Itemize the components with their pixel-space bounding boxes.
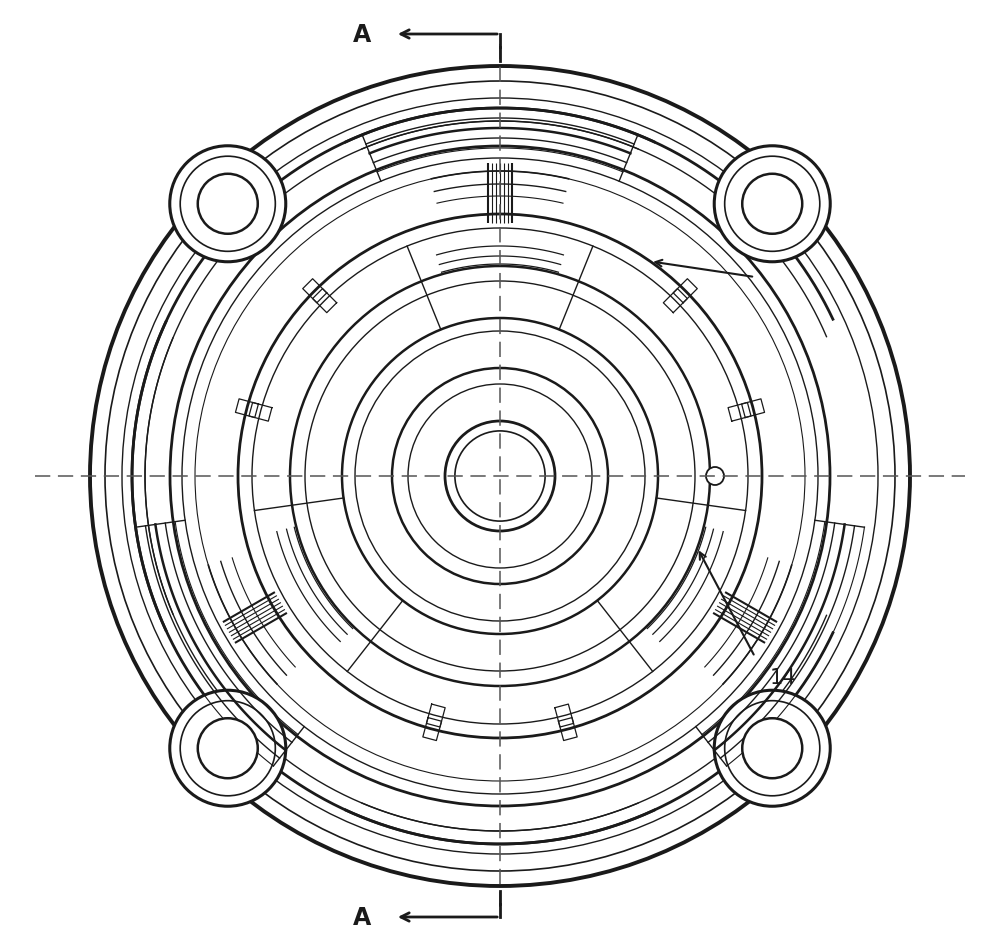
Circle shape [170,690,286,806]
Text: 30: 30 [770,243,796,263]
Circle shape [706,467,724,486]
Circle shape [198,719,258,779]
Circle shape [445,422,555,531]
Circle shape [742,174,802,234]
Circle shape [170,147,286,263]
Circle shape [714,690,830,806]
Text: A: A [353,905,371,929]
Circle shape [90,67,910,886]
Text: 14: 14 [770,667,796,687]
Circle shape [742,719,802,779]
Circle shape [198,174,258,234]
Circle shape [714,147,830,263]
Text: A: A [353,23,371,47]
